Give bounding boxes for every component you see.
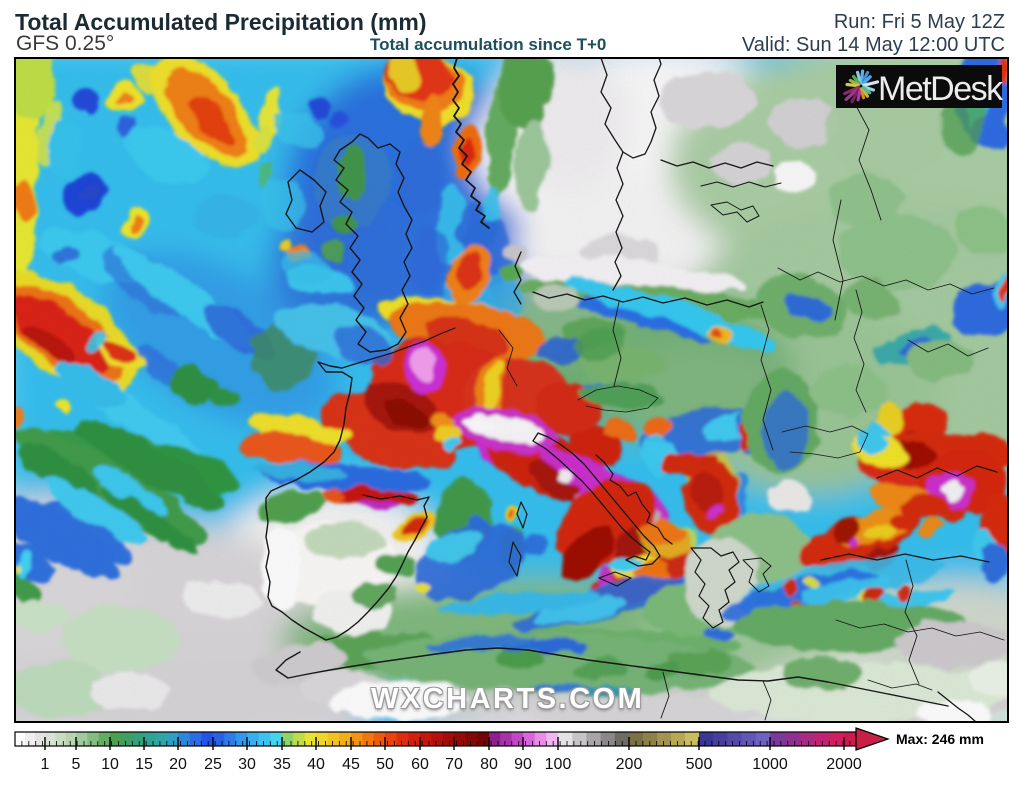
- svg-text:60: 60: [411, 756, 429, 773]
- svg-text:10: 10: [101, 756, 119, 773]
- svg-text:2000: 2000: [826, 756, 862, 773]
- svg-text:35: 35: [273, 756, 291, 773]
- svg-text:Max: 246 mm: Max: 246 mm: [896, 731, 984, 747]
- svg-text:100: 100: [545, 756, 572, 773]
- svg-text:80: 80: [480, 756, 498, 773]
- svg-text:1000: 1000: [752, 756, 788, 773]
- svg-text:200: 200: [616, 756, 643, 773]
- svg-text:45: 45: [342, 756, 360, 773]
- svg-text:5: 5: [72, 756, 81, 773]
- svg-text:25: 25: [204, 756, 222, 773]
- svg-text:90: 90: [514, 756, 532, 773]
- svg-text:70: 70: [445, 756, 463, 773]
- svg-text:20: 20: [169, 756, 187, 773]
- svg-text:50: 50: [376, 756, 394, 773]
- svg-text:40: 40: [307, 756, 325, 773]
- svg-text:30: 30: [238, 756, 256, 773]
- svg-text:MetDesk: MetDesk: [878, 70, 1004, 108]
- svg-text:1: 1: [41, 756, 50, 773]
- svg-text:500: 500: [686, 756, 713, 773]
- svg-text:15: 15: [135, 756, 153, 773]
